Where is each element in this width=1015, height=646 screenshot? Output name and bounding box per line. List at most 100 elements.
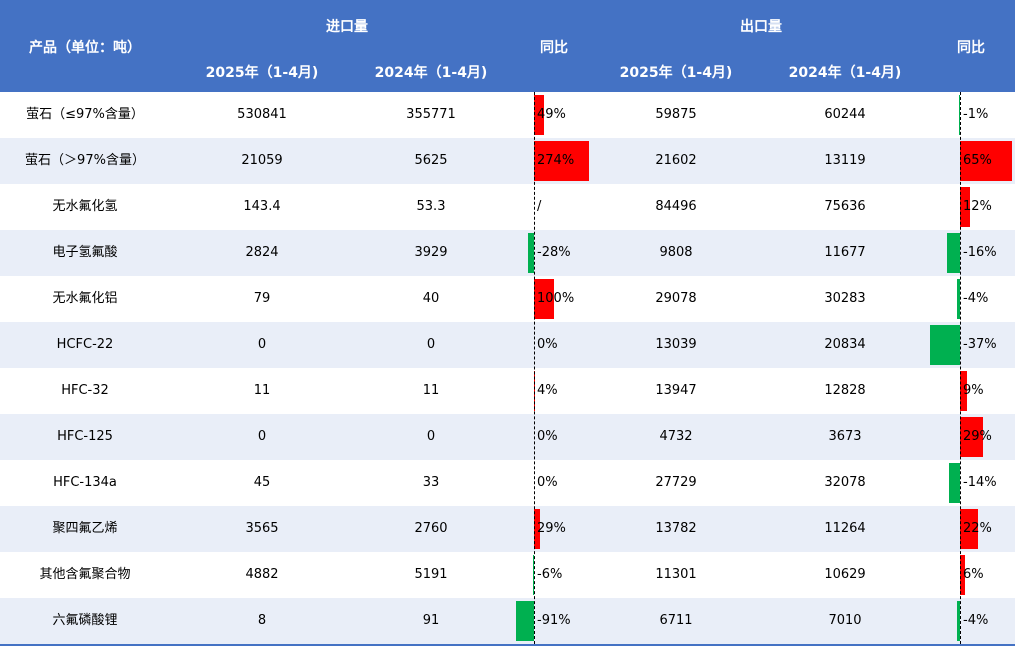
import-yoy-label: -28% [537,245,571,260]
import-2024-cell: 0 [426,337,436,352]
header-export-2024: 2024年（1-4月) [788,65,902,81]
table-row: 聚四氟乙烯 3565 2760 13782 11264 29% 22% [0,506,1015,552]
import-2025-cell: 8 [257,613,267,628]
table-row: 其他含氟聚合物 4882 5191 11301 10629 -6% 6% [0,552,1015,598]
export-2025-cell: 13782 [655,521,697,536]
import-2025-cell: 21059 [241,153,283,168]
import-2025-cell: 45 [253,475,271,490]
import-2024-cell: 3929 [414,245,448,260]
export-2024-cell: 7010 [828,613,862,628]
export-yoy-label: 65% [963,153,992,168]
export-yoy-bar [948,463,960,503]
import-2025-cell: 79 [253,291,271,306]
import-yoy-label: 49% [537,107,566,122]
import-yoy-label: 4% [537,383,558,398]
export-yoy-label: 9% [963,383,984,398]
import-2025-cell: 3565 [245,521,279,536]
export-2024-cell: 32078 [824,475,866,490]
import-2025-cell: 143.4 [243,199,281,214]
export-2025-cell: 21602 [655,153,697,168]
import-yoy-bar [515,601,534,641]
export-2024-cell: 11264 [824,521,866,536]
table-row: HFC-32 11 11 13947 12828 4% 9% [0,368,1015,414]
export-yoy-axis [960,92,961,644]
table-row: 萤石（≤97%含量） 530841 355771 59875 60244 49% -1% [0,92,1015,138]
export-2025-cell: 6711 [659,613,693,628]
export-2024-cell: 30283 [824,291,866,306]
import-2025-cell: 4882 [245,567,279,582]
import-yoy-bar [532,555,534,595]
export-yoy-label: -4% [963,613,989,628]
table-row: HFC-134a 45 33 27729 32078 0% -14% [0,460,1015,506]
table-header: 产品（单位：吨） 进口量 2025年（1-4月) 2024年（1-4月) 同比 … [0,0,1015,92]
product-cell: HFC-125 [57,429,113,444]
import-2024-cell: 11 [422,383,440,398]
export-2025-cell: 9808 [659,245,693,260]
product-cell: HFC-134a [53,475,117,490]
header-import: 进口量 [326,19,368,35]
product-cell: 萤石（＞97%含量） [25,153,145,168]
header-import-2025: 2025年（1-4月) [205,65,319,81]
import-2024-cell: 5191 [414,567,448,582]
export-yoy-bar [960,187,970,227]
export-2024-cell: 10629 [824,567,866,582]
import-yoy-bar [534,279,555,319]
import-yoy-label: -6% [537,567,563,582]
import-yoy-label: / [537,199,542,214]
export-yoy-bar [960,555,965,595]
header-export-2025: 2025年（1-4月) [619,65,733,81]
import-yoy-bar [534,141,589,181]
export-2025-cell: 29078 [655,291,697,306]
table-row: 六氟磷酸锂 8 91 6711 7010 -91% -4% [0,598,1015,644]
import-yoy-label: 29% [537,521,566,536]
table-row: 无水氟化铝 79 40 29078 30283 100% -4% [0,276,1015,322]
import-2024-cell: 53.3 [416,199,446,214]
import-yoy-label: 0% [537,475,558,490]
export-yoy-bar [960,141,1012,181]
export-2024-cell: 12828 [824,383,866,398]
import-2025-cell: 530841 [237,107,287,122]
export-yoy-bar [960,509,978,549]
import-2024-cell: 5625 [414,153,448,168]
product-cell: 无水氟化铝 [52,291,118,306]
import-2025-cell: 0 [257,429,267,444]
table-row: HFC-125 0 0 4732 3673 0% 29% [0,414,1015,460]
export-yoy-label: -16% [963,245,997,260]
export-yoy-bar [959,95,960,135]
export-2025-cell: 4732 [659,429,693,444]
export-yoy-bar [960,417,984,457]
product-cell: 其他含氟聚合物 [39,567,131,582]
export-yoy-label: -14% [963,475,997,490]
header-import-2024: 2024年（1-4月) [374,65,488,81]
export-yoy-bar [960,371,968,411]
import-2025-cell: 2824 [245,245,279,260]
import-yoy-label: 100% [537,291,575,306]
import-2024-cell: 0 [426,429,436,444]
import-2025-cell: 0 [257,337,267,352]
export-2025-cell: 13039 [655,337,697,352]
product-cell: 无水氟化氢 [52,199,118,214]
import-2024-cell: 355771 [406,107,456,122]
export-yoy-bar [956,601,960,641]
import-yoy-bar [534,509,540,549]
import-2024-cell: 33 [422,475,440,490]
export-yoy-label: -4% [963,291,989,306]
import-yoy-axis [534,92,535,644]
export-yoy-label: 6% [963,567,984,582]
product-cell: 六氟磷酸锂 [52,613,118,628]
product-cell: HCFC-22 [56,337,114,352]
import-yoy-label: -91% [537,613,571,628]
export-2025-cell: 13947 [655,383,697,398]
export-yoy-label: -37% [963,337,997,352]
import-yoy-bar [528,233,534,273]
export-yoy-bar [947,233,960,273]
export-2024-cell: 13119 [824,153,866,168]
export-yoy-label: 22% [963,521,992,536]
export-2024-cell: 11677 [824,245,866,260]
import-2024-cell: 2760 [414,521,448,536]
table-row: HCFC-22 0 0 13039 20834 0% -37% [0,322,1015,368]
export-yoy-bar [930,325,960,365]
export-2025-cell: 84496 [655,199,697,214]
table-row: 萤石（＞97%含量） 21059 5625 21602 13119 274% 65% [0,138,1015,184]
